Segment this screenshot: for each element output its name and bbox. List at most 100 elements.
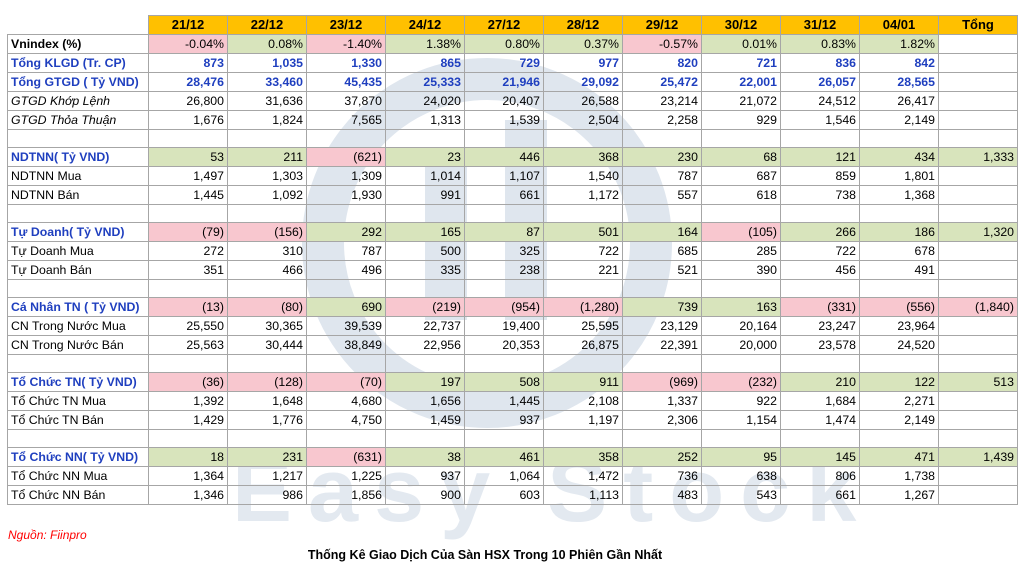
value-cell: 1,539 xyxy=(464,110,544,130)
value-cell: 87 xyxy=(464,222,544,242)
value-cell: 491 xyxy=(859,260,939,280)
value-cell: 390 xyxy=(701,260,781,280)
value-cell: 1,337 xyxy=(622,391,702,411)
date-header: 27/12 xyxy=(464,15,544,35)
value-cell: 1,546 xyxy=(780,110,860,130)
empty-cell xyxy=(938,354,1018,373)
value-cell: 2,149 xyxy=(859,410,939,430)
value-cell: 842 xyxy=(859,53,939,73)
value-cell: (1,280) xyxy=(543,297,623,317)
empty-cell xyxy=(859,129,939,148)
value-cell: 22,001 xyxy=(701,72,781,92)
value-cell: 23,214 xyxy=(622,91,702,111)
value-cell: 1,930 xyxy=(306,185,386,205)
value-cell: 986 xyxy=(227,485,307,505)
table-row: Tổ Chức NN( Tỷ VND) 18 231 (631) 38 461 358 252… xyxy=(7,447,1018,467)
value-cell: 1,676 xyxy=(148,110,228,130)
empty-cell xyxy=(227,429,307,448)
total-cell xyxy=(938,53,1018,73)
value-cell: 7,565 xyxy=(306,110,386,130)
value-cell: 24,020 xyxy=(385,91,465,111)
empty-cell xyxy=(227,279,307,298)
empty-cell xyxy=(859,429,939,448)
total-cell: 1,320 xyxy=(938,222,1018,242)
total-cell xyxy=(938,466,1018,486)
value-cell: 20,353 xyxy=(464,335,544,355)
empty-cell xyxy=(780,204,860,223)
value-cell: 122 xyxy=(859,372,939,392)
value-cell: 1,364 xyxy=(148,466,228,486)
value-cell: 22,391 xyxy=(622,335,702,355)
empty-cell xyxy=(701,129,781,148)
value-cell: 325 xyxy=(464,241,544,261)
table-row: Tự Doanh Bán 351 466 496 335 238 221 521 390 456 4… xyxy=(7,260,1018,280)
row-label: Tự Doanh( Tỷ VND) xyxy=(7,222,149,242)
value-cell: 722 xyxy=(543,241,623,261)
trading-stats-table: 21/12 22/12 23/12 24/12 27/12 28/12 29/1… xyxy=(7,15,1018,505)
empty-cell xyxy=(701,204,781,223)
value-cell: 461 xyxy=(464,447,544,467)
value-cell: 937 xyxy=(464,410,544,430)
value-cell: 729 xyxy=(464,53,544,73)
value-cell: 1,429 xyxy=(148,410,228,430)
row-label: NDTNN Bán xyxy=(7,185,149,205)
empty-cell xyxy=(227,204,307,223)
value-cell: 2,504 xyxy=(543,110,623,130)
value-cell: 20,164 xyxy=(701,316,781,336)
value-cell: 30,365 xyxy=(227,316,307,336)
value-cell: 2,149 xyxy=(859,110,939,130)
empty-cell xyxy=(780,429,860,448)
value-cell: 25,333 xyxy=(385,72,465,92)
value-cell: 22,737 xyxy=(385,316,465,336)
date-header: 23/12 xyxy=(306,15,386,35)
row-label: Tổ Chức NN( Tỷ VND) xyxy=(7,447,149,467)
date-header: 21/12 xyxy=(148,15,228,35)
value-cell: 38,849 xyxy=(306,335,386,355)
empty-cell xyxy=(148,204,228,223)
value-cell: 820 xyxy=(622,53,702,73)
value-cell: 20,000 xyxy=(701,335,781,355)
value-cell: 500 xyxy=(385,241,465,261)
spacer-row xyxy=(7,354,1018,373)
spacer-row xyxy=(7,279,1018,298)
row-label: NDTNN( Tỷ VND) xyxy=(7,147,149,167)
value-cell: 230 xyxy=(622,147,702,167)
value-cell: (70) xyxy=(306,372,386,392)
total-cell: 513 xyxy=(938,372,1018,392)
value-cell: 736 xyxy=(622,466,702,486)
value-cell: 1,172 xyxy=(543,185,623,205)
empty-cell xyxy=(7,429,149,448)
total-cell xyxy=(938,335,1018,355)
empty-cell xyxy=(306,204,386,223)
value-cell: 164 xyxy=(622,222,702,242)
total-cell xyxy=(938,316,1018,336)
empty-cell xyxy=(148,279,228,298)
total-cell xyxy=(938,91,1018,111)
table-row: NDTNN Mua 1,497 1,303 1,309 1,014 1,107 1,540 7… xyxy=(7,166,1018,186)
table-row: Cá Nhân TN ( Tỷ VND) (13) (80) 690 (219) (954… xyxy=(7,297,1018,317)
date-header: 29/12 xyxy=(622,15,702,35)
value-cell: 1,474 xyxy=(780,410,860,430)
value-cell: 21,946 xyxy=(464,72,544,92)
empty-cell xyxy=(464,204,544,223)
value-cell: 20,407 xyxy=(464,91,544,111)
empty-cell xyxy=(385,429,465,448)
value-cell: 26,875 xyxy=(543,335,623,355)
empty-cell xyxy=(7,354,149,373)
empty-cell xyxy=(464,429,544,448)
value-cell: 28,476 xyxy=(148,72,228,92)
value-cell: -1.40% xyxy=(306,34,386,54)
value-cell: 2,258 xyxy=(622,110,702,130)
empty-cell xyxy=(306,129,386,148)
value-cell: 121 xyxy=(780,147,860,167)
value-cell: 721 xyxy=(701,53,781,73)
value-cell: (105) xyxy=(701,222,781,242)
value-cell: 23 xyxy=(385,147,465,167)
table-row: Tự Doanh( Tỷ VND) (79) (156) 292 165 87 501 164… xyxy=(7,222,1018,242)
row-label: CN Trong Nước Bán xyxy=(7,335,149,355)
value-cell: 873 xyxy=(148,53,228,73)
value-cell: 1,217 xyxy=(227,466,307,486)
value-cell: 2,306 xyxy=(622,410,702,430)
value-cell: 145 xyxy=(780,447,860,467)
row-label: Tổng GTGD ( Tỷ VND) xyxy=(7,72,149,92)
